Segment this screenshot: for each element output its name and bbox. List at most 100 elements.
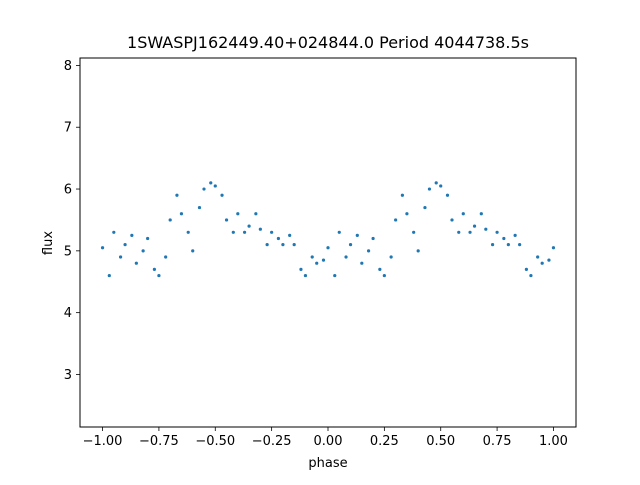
data-point — [412, 230, 416, 234]
data-point — [265, 243, 269, 247]
data-point — [400, 193, 404, 197]
data-point — [258, 227, 262, 231]
x-axis-label: phase — [308, 456, 347, 471]
data-point — [337, 230, 341, 234]
data-point — [513, 233, 517, 237]
data-point — [152, 267, 156, 271]
data-point — [123, 243, 127, 247]
data-point — [536, 255, 540, 259]
data-point — [220, 193, 224, 197]
x-tick-label: 1.00 — [539, 434, 568, 449]
data-point — [326, 246, 330, 250]
x-tick-label: 0.75 — [483, 434, 512, 449]
data-point — [495, 230, 499, 234]
data-point — [529, 273, 533, 278]
data-point — [547, 258, 551, 262]
data-point — [423, 205, 427, 210]
data-point — [315, 261, 319, 265]
data-point — [439, 184, 443, 188]
data-point — [366, 249, 371, 253]
data-point — [130, 233, 134, 237]
data-point — [242, 230, 247, 234]
data-point — [191, 249, 195, 253]
x-tick-label: −0.75 — [139, 434, 179, 449]
data-point — [270, 230, 274, 234]
x-tick-label: 0.50 — [426, 434, 455, 449]
data-point — [134, 261, 138, 265]
y-tick-label: 3 — [64, 368, 72, 383]
data-point — [141, 249, 145, 253]
data-point — [202, 187, 206, 191]
data-point — [231, 230, 235, 234]
y-tick-label: 7 — [64, 121, 72, 136]
data-point — [333, 273, 337, 278]
data-point — [506, 243, 510, 247]
data-point — [378, 267, 382, 271]
chart-title: 1SWASPJ162449.40+024844.0 Period 4044738… — [127, 33, 529, 52]
data-point — [551, 246, 556, 250]
data-point — [490, 243, 495, 247]
y-tick-label: 6 — [64, 183, 72, 198]
data-point — [292, 243, 296, 247]
data-point — [186, 230, 190, 234]
y-axis-label: flux — [41, 231, 56, 255]
data-point — [445, 193, 450, 197]
data-point — [461, 212, 465, 216]
data-point — [164, 255, 168, 259]
data-point — [209, 181, 213, 185]
data-point — [434, 181, 438, 185]
data-point — [427, 187, 432, 191]
y-tick-label: 4 — [64, 306, 72, 321]
data-point — [394, 218, 398, 222]
data-point — [236, 212, 240, 216]
data-point — [355, 233, 359, 237]
data-point — [468, 230, 472, 234]
data-point — [450, 218, 454, 222]
data-point — [479, 212, 483, 216]
data-point — [382, 273, 386, 278]
y-tick-label: 5 — [64, 244, 72, 259]
data-point — [100, 246, 105, 250]
data-point — [484, 227, 488, 231]
data-point — [197, 205, 202, 210]
data-point — [405, 212, 409, 216]
data-point — [247, 224, 251, 228]
data-point — [303, 273, 308, 278]
data-point — [389, 255, 393, 259]
data-point — [118, 255, 123, 259]
data-point — [524, 267, 529, 271]
x-axis-ticks: −1.00 −0.75 −0.50 −0.25 0.00 0.25 0.50 0.75 1.00 — [83, 427, 568, 449]
data-point — [157, 273, 161, 278]
plot-area — [80, 58, 576, 427]
data-point — [299, 267, 303, 271]
data-point — [360, 261, 364, 265]
data-point — [310, 255, 314, 259]
data-point — [518, 243, 522, 247]
data-point — [540, 261, 544, 265]
y-axis-ticks: 3 4 5 6 7 8 — [64, 59, 80, 383]
data-point — [179, 212, 184, 216]
data-point — [502, 236, 506, 241]
data-point — [107, 273, 111, 278]
x-tick-label: 0.00 — [314, 434, 343, 449]
data-point — [112, 230, 116, 234]
data-point — [224, 218, 229, 222]
data-point — [472, 224, 477, 228]
data-point — [146, 236, 150, 241]
data-point — [281, 243, 285, 247]
data-point — [213, 184, 217, 188]
data-point — [276, 236, 280, 241]
data-point — [457, 230, 461, 234]
data-point — [416, 249, 420, 253]
data-point — [288, 233, 292, 237]
x-tick-label: 0.25 — [370, 434, 399, 449]
x-tick-label: −0.50 — [195, 434, 235, 449]
data-point — [348, 243, 353, 247]
data-point — [175, 193, 179, 197]
data-point — [254, 212, 258, 216]
y-tick-label: 8 — [64, 59, 72, 74]
x-tick-label: −0.25 — [252, 434, 292, 449]
data-point — [371, 236, 375, 241]
